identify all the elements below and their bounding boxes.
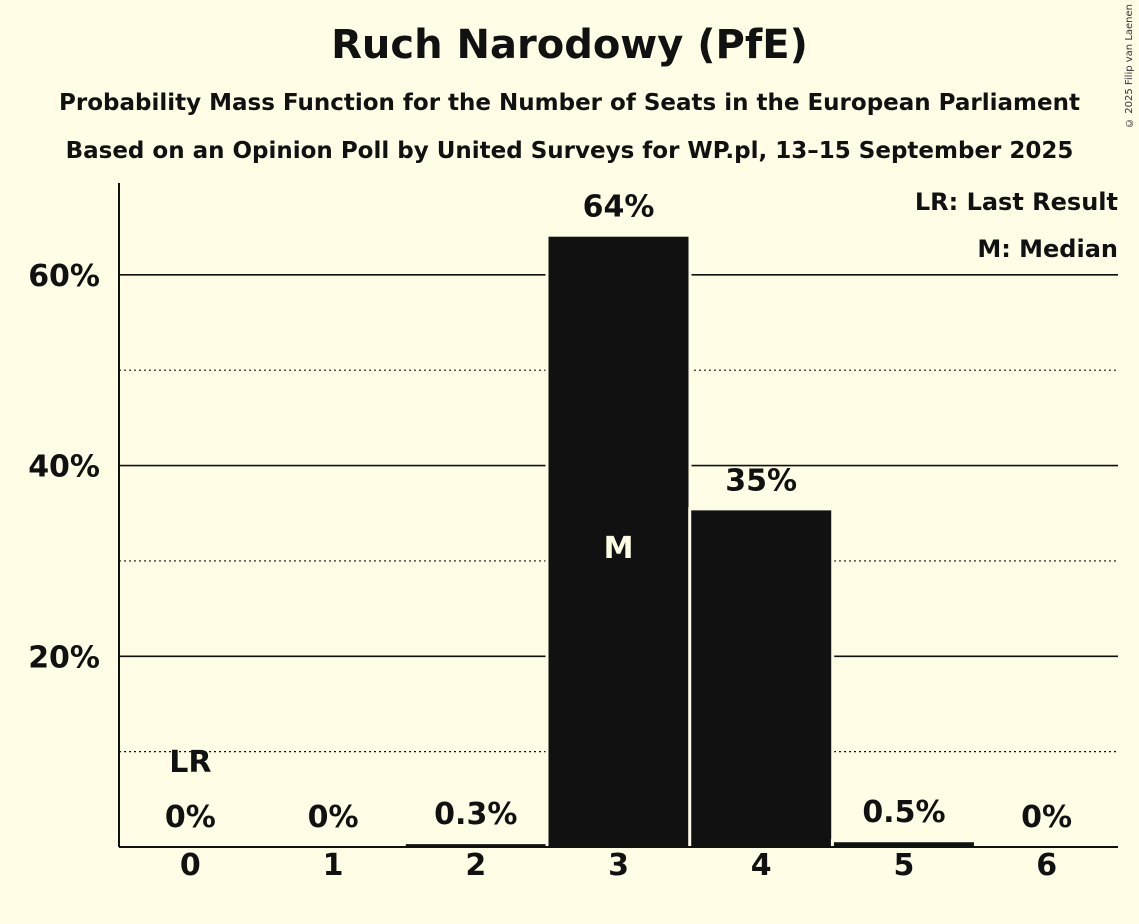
value-label: 35% (725, 463, 797, 498)
y-tick-label: 20% (28, 640, 100, 675)
value-label: 0% (308, 800, 359, 835)
bar-5 (833, 842, 974, 847)
x-tick-label: 2 (465, 848, 486, 883)
chart-title: Ruch Narodowy (PfE) (331, 22, 808, 68)
value-label: 64% (583, 190, 655, 225)
x-tick-label: 3 (608, 848, 629, 883)
legend-median: M: Median (977, 235, 1118, 263)
bar-gap (402, 841, 549, 847)
value-label: 0% (165, 800, 216, 835)
x-tick-label: 5 (893, 848, 914, 883)
median-marker: M (604, 531, 634, 566)
bar-labels: 0% LR 0% 0.3% 64% M 35% 0.5% 0% (165, 190, 1072, 835)
axes: 20% 40% 60% 0 1 2 3 4 5 6 (28, 183, 1118, 883)
y-tick-label: 40% (28, 450, 100, 485)
x-tick-label: 6 (1036, 848, 1057, 883)
bar-2 (405, 844, 546, 847)
bar-3 (548, 236, 689, 848)
value-label: 0% (1021, 800, 1072, 835)
chart-source: Based on an Opinion Poll by United Surve… (65, 138, 1074, 164)
x-tick-label: 1 (323, 848, 344, 883)
bar-4 (691, 510, 832, 847)
x-tick-label: 0 (180, 848, 201, 883)
chart-subtitle: Probability Mass Function for the Number… (59, 90, 1080, 116)
y-tick-label: 60% (28, 259, 100, 294)
value-label: 0.3% (434, 797, 517, 832)
last-result-marker: LR (169, 745, 211, 780)
value-label: 0.5% (862, 795, 945, 830)
legend-last-result: LR: Last Result (915, 188, 1118, 216)
x-tick-label: 4 (751, 848, 772, 883)
bars (402, 233, 977, 848)
